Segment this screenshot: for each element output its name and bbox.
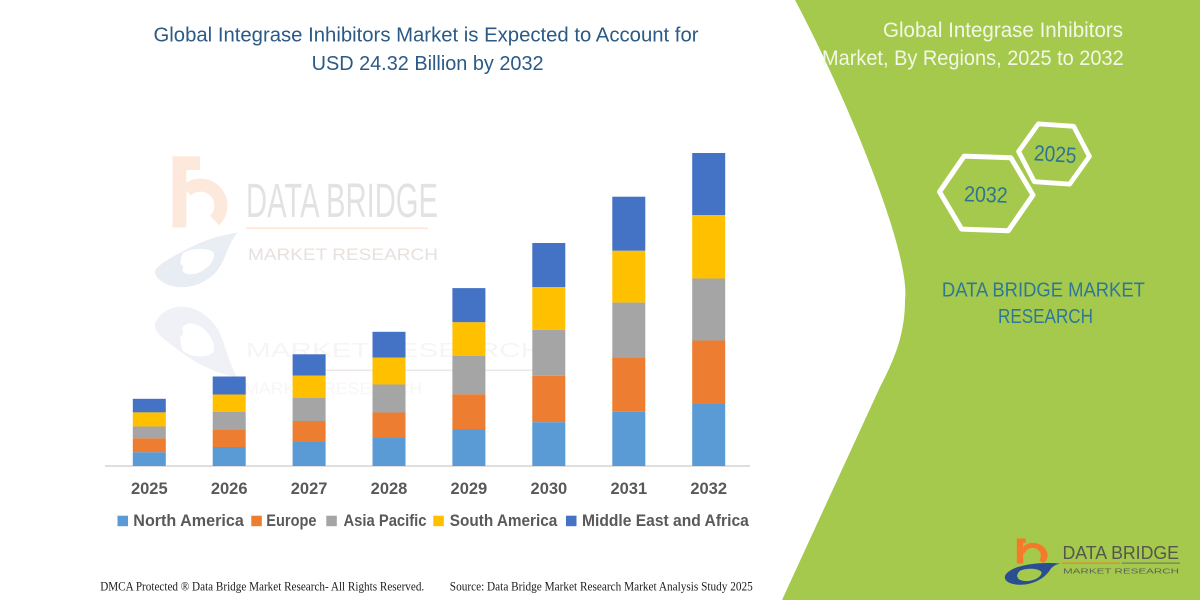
svg-text:DMCA Protected ® Data Bridge M: DMCA Protected ® Data Bridge Market Rese… [100, 579, 424, 594]
svg-text:Market, By Regions, 2025 to 20: Market, By Regions, 2025 to 2032 [822, 47, 1124, 70]
svg-text:South America: South America [450, 511, 558, 530]
svg-text:2027: 2027 [291, 480, 328, 498]
svg-text:DATA BRIDGE: DATA BRIDGE [1063, 543, 1180, 563]
svg-text:Global Integrase Inhibitors Ma: Global Integrase Inhibitors Market is Ex… [154, 24, 699, 46]
svg-text:DATA BRIDGE: DATA BRIDGE [246, 175, 438, 228]
svg-text:USD 24.32 Billion by 2032: USD 24.32 Billion by 2032 [312, 53, 544, 75]
svg-text:2029: 2029 [451, 480, 488, 498]
svg-text:RESEARCH: RESEARCH [998, 306, 1093, 328]
svg-text:Asia Pacific: Asia Pacific [344, 511, 427, 530]
svg-text:2032: 2032 [690, 480, 727, 498]
svg-text:2025: 2025 [1033, 140, 1077, 168]
svg-text:North America: North America [133, 511, 244, 530]
svg-text:Middle East and Africa: Middle East and Africa [582, 511, 749, 530]
svg-text:Global Integrase Inhibitors: Global Integrase Inhibitors [883, 19, 1123, 42]
svg-text:2028: 2028 [371, 480, 408, 498]
svg-text:2026: 2026 [211, 480, 248, 498]
svg-text:2030: 2030 [531, 480, 568, 498]
svg-text:MARKET RESEARCH: MARKET RESEARCH [1063, 569, 1179, 576]
svg-text:MARKET RESEARCH: MARKET RESEARCH [248, 245, 438, 264]
svg-text:DATA BRIDGE MARKET: DATA BRIDGE MARKET [942, 280, 1145, 302]
svg-text:Source: Data Bridge Market Res: Source: Data Bridge Market Research Mark… [450, 579, 753, 594]
svg-text:Europe: Europe [266, 511, 316, 530]
svg-text:2031: 2031 [610, 480, 647, 498]
svg-text:2032: 2032 [964, 181, 1008, 208]
svg-text:2025: 2025 [131, 480, 168, 498]
